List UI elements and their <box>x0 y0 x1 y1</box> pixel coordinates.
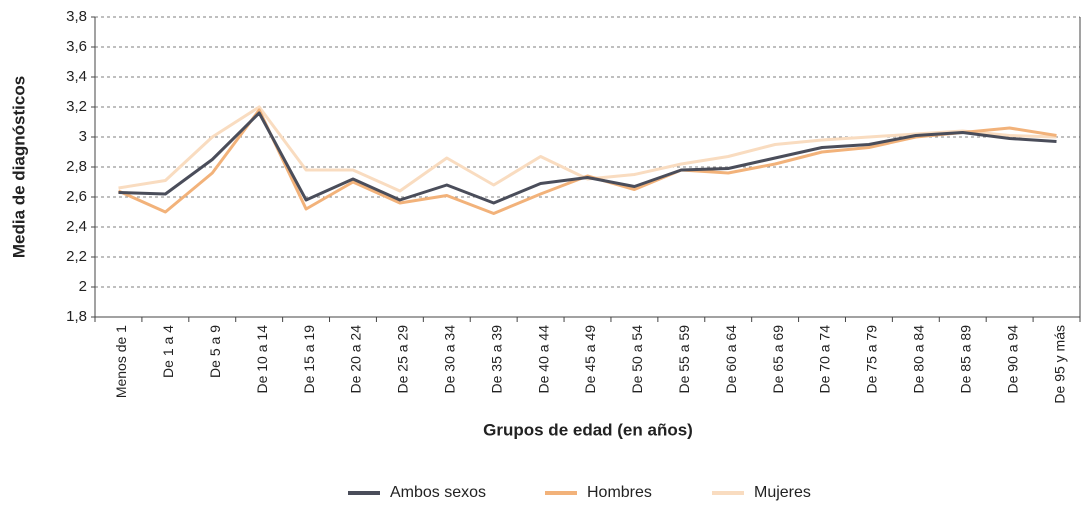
x-tick-label: De 85 a 89 <box>957 325 973 394</box>
x-tick-label: De 95 y más <box>1051 325 1067 404</box>
y-axis-title: Media de diagnósticos <box>9 76 28 258</box>
x-axis-title: Grupos de edad (en años) <box>483 420 693 439</box>
series-line <box>118 111 1057 205</box>
x-tick-label: Menos de 1 <box>113 325 129 398</box>
x-tick-label: De 55 a 59 <box>676 325 692 394</box>
y-tick-label: 3,4 <box>66 68 87 85</box>
legend-label: Mujeres <box>754 484 811 501</box>
y-tick-label: 3,2 <box>66 98 87 115</box>
legend-label: Hombres <box>587 484 652 501</box>
x-tick-label: De 40 a 44 <box>535 325 551 394</box>
x-tick-label: De 5 a 9 <box>207 325 223 378</box>
x-tick-label: De 50 a 54 <box>629 325 645 394</box>
x-tick-label: De 25 a 29 <box>395 325 411 394</box>
x-tick-label: De 60 a 64 <box>723 325 739 394</box>
x-tick-label: De 35 a 39 <box>488 325 504 394</box>
y-tick-label: 2 <box>79 278 87 295</box>
x-tick-label: De 30 a 34 <box>441 325 457 394</box>
y-tick-label: 2,4 <box>66 218 87 235</box>
x-tick-label: De 20 a 24 <box>348 325 364 394</box>
x-tick-label: De 65 a 69 <box>770 325 786 394</box>
y-tick-label: 1,8 <box>66 308 87 325</box>
x-tick-label: De 10 a 14 <box>254 325 270 394</box>
series-line <box>117 108 1057 215</box>
x-tick-label: De 90 a 94 <box>1004 325 1020 394</box>
legend-label: Ambos sexos <box>390 484 486 501</box>
y-tick-label: 3 <box>79 128 87 145</box>
y-tick-label: 3,8 <box>66 8 87 25</box>
x-tick-label: De 45 a 49 <box>582 325 598 394</box>
y-tick-label: 3,6 <box>66 38 87 55</box>
x-tick-label: De 1 a 4 <box>160 325 176 378</box>
y-tick-label: 2,8 <box>66 158 87 175</box>
y-tick-label: 2,2 <box>66 248 87 265</box>
x-tick-label: De 80 a 84 <box>911 325 927 394</box>
x-tick-label: De 15 a 19 <box>301 325 317 394</box>
y-tick-label: 2,6 <box>66 188 87 205</box>
x-tick-label: De 70 a 74 <box>817 325 833 394</box>
x-tick-label: De 75 a 79 <box>864 325 880 394</box>
